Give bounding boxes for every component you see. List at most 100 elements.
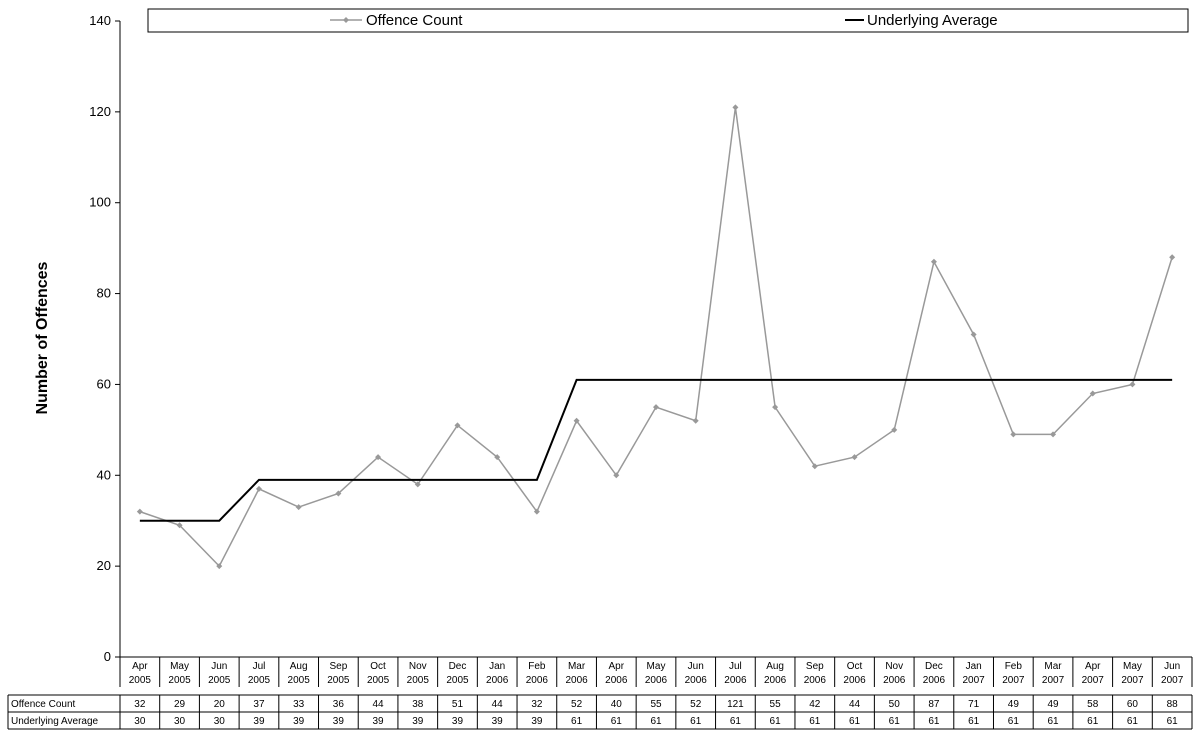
table-cell: 51 <box>452 699 464 710</box>
x-tick-label-year: 2006 <box>605 675 628 686</box>
data-point <box>851 454 858 461</box>
table-cell: 30 <box>134 716 146 727</box>
x-tick-label-month: Oct <box>847 661 863 672</box>
table-cell: 39 <box>333 716 345 727</box>
data-point <box>891 426 898 433</box>
x-tick-label-year: 2006 <box>645 675 668 686</box>
y-tick-label: 0 <box>104 649 111 664</box>
data-point <box>732 104 739 111</box>
x-tick-label-month: May <box>647 661 666 672</box>
table-cell: 87 <box>928 699 940 710</box>
table-cell: 61 <box>928 716 940 727</box>
table-cell: 39 <box>531 716 543 727</box>
table-cell: 38 <box>412 699 424 710</box>
x-tick-label-year: 2005 <box>129 675 152 686</box>
y-axis-label: Number of Offences <box>34 261 51 414</box>
table-cell: 61 <box>889 716 901 727</box>
x-tick-label-month: Aug <box>290 661 308 672</box>
data-point <box>1089 390 1096 397</box>
x-tick-label-year: 2006 <box>565 675 588 686</box>
table-cell: 61 <box>650 716 662 727</box>
x-tick-label-year: 2007 <box>963 675 986 686</box>
data-point <box>692 417 699 424</box>
x-tick-label-month: Jun <box>688 661 704 672</box>
x-tick-label-month: Dec <box>449 661 467 672</box>
table-cell: 52 <box>571 699 583 710</box>
x-tick-label-year: 2005 <box>168 675 191 686</box>
table-cell: 61 <box>690 716 702 727</box>
data-point <box>772 404 779 411</box>
x-tick-label-year: 2005 <box>446 675 469 686</box>
table-cell: 30 <box>214 716 226 727</box>
table-cell: 44 <box>492 699 504 710</box>
table-cell: 52 <box>690 699 702 710</box>
table-cell: 61 <box>1008 716 1020 727</box>
y-tick-label: 140 <box>89 13 111 28</box>
x-tick-label-month: Feb <box>528 661 546 672</box>
data-point <box>573 417 580 424</box>
legend-label: Offence Count <box>366 12 463 29</box>
x-tick-label-year: 2007 <box>1121 675 1144 686</box>
table-cell: 61 <box>730 716 742 727</box>
x-tick-label-month: May <box>1123 661 1142 672</box>
data-point <box>176 522 183 529</box>
table-cell: 29 <box>174 699 186 710</box>
table-cell: 49 <box>1047 699 1059 710</box>
table-cell: 44 <box>849 699 861 710</box>
data-point <box>653 404 659 411</box>
series-line-underlying-average <box>139 378 1173 522</box>
table-cell: 40 <box>611 699 623 710</box>
data-point <box>1129 381 1136 388</box>
y-tick-label: 20 <box>97 558 111 573</box>
data-point <box>335 490 342 497</box>
x-tick-label-year: 2006 <box>804 675 827 686</box>
table-cell: 55 <box>650 699 662 710</box>
x-tick-label-month: Feb <box>1005 661 1023 672</box>
table-cell: 42 <box>809 699 821 710</box>
legend-label: Underlying Average <box>867 12 998 29</box>
data-point <box>375 454 382 461</box>
table-cell: 121 <box>727 699 744 710</box>
data-point <box>414 481 421 488</box>
x-tick-label-month: Nov <box>885 661 903 672</box>
table-cell: 61 <box>968 716 980 727</box>
data-point <box>613 472 620 479</box>
x-tick-label-month: May <box>170 661 189 672</box>
table-cell: 50 <box>889 699 901 710</box>
x-tick-label-year: 2006 <box>486 675 509 686</box>
x-tick-label-month: Sep <box>329 661 347 672</box>
table-cell: 39 <box>293 716 305 727</box>
x-tick-label-month: Jun <box>211 661 227 672</box>
series-line-offence-count <box>139 107 1173 568</box>
table-cell: 39 <box>253 716 265 727</box>
table-cell: 30 <box>174 716 186 727</box>
table-cell: 60 <box>1127 699 1139 710</box>
table-cell: 36 <box>333 699 345 710</box>
y-tick-label: 100 <box>89 195 111 210</box>
table-cell: 20 <box>214 699 226 710</box>
data-point <box>930 258 937 265</box>
y-tick-label: 120 <box>89 104 111 119</box>
data-point <box>216 563 223 570</box>
data-point <box>136 508 143 515</box>
x-tick-label-month: Apr <box>609 661 625 672</box>
table-row-header: Offence Count <box>11 699 76 710</box>
x-tick-label-month: Mar <box>568 661 586 672</box>
data-point <box>1050 431 1057 438</box>
data-point <box>533 508 540 515</box>
x-tick-label-year: 2006 <box>883 675 906 686</box>
data-point <box>1169 254 1176 261</box>
x-tick-label-year: 2006 <box>764 675 787 686</box>
x-tick-label-year: 2007 <box>1082 675 1105 686</box>
table-cell: 71 <box>968 699 980 710</box>
table-cell: 33 <box>293 699 305 710</box>
table-cell: 55 <box>770 699 782 710</box>
x-tick-label-year: 2005 <box>407 675 430 686</box>
table-cell: 58 <box>1087 699 1099 710</box>
table-cell: 32 <box>531 699 543 710</box>
x-tick-label-year: 2005 <box>208 675 231 686</box>
x-tick-label-month: Mar <box>1044 661 1062 672</box>
x-tick-label-year: 2005 <box>327 675 350 686</box>
table-cell: 32 <box>134 699 146 710</box>
x-tick-label-month: Aug <box>766 661 784 672</box>
